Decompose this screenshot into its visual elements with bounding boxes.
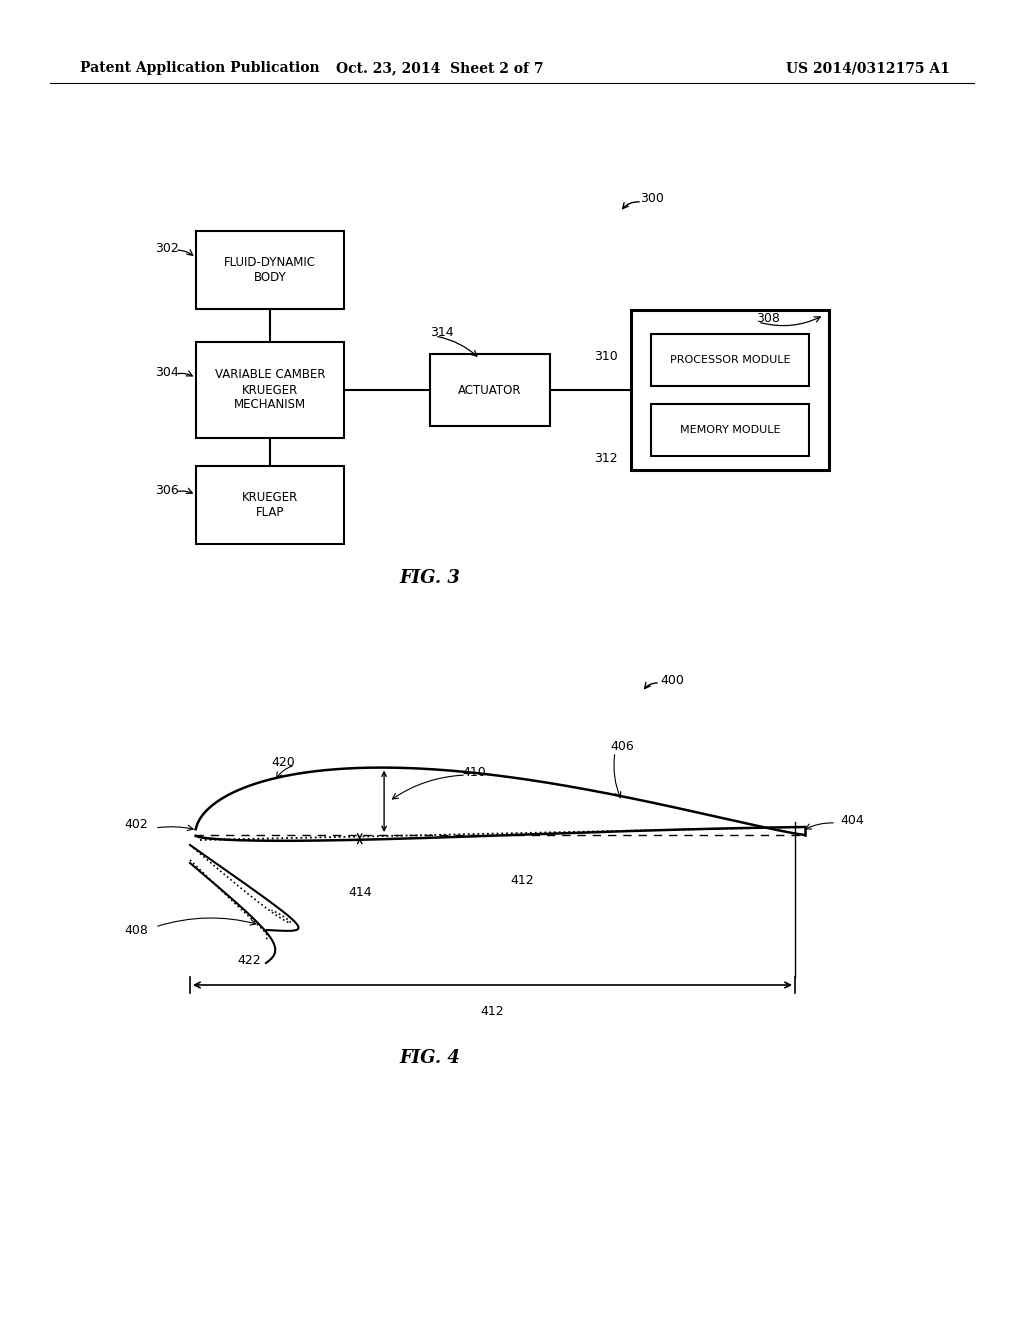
Text: 408: 408	[124, 924, 148, 936]
Text: 314: 314	[430, 326, 454, 338]
Text: 306: 306	[155, 483, 179, 496]
Text: 402: 402	[124, 818, 148, 832]
Text: VARIABLE CAMBER
KRUEGER
MECHANISM: VARIABLE CAMBER KRUEGER MECHANISM	[215, 368, 326, 412]
Text: 404: 404	[840, 813, 864, 826]
Text: 304: 304	[155, 366, 179, 379]
Bar	[196, 466, 344, 544]
Text: MEMORY MODULE: MEMORY MODULE	[680, 425, 780, 436]
Text: 422: 422	[237, 953, 261, 966]
Text: 412: 412	[510, 874, 534, 887]
Text: 410: 410	[462, 766, 485, 779]
Bar	[196, 231, 344, 309]
Bar	[651, 404, 809, 455]
Text: Oct. 23, 2014  Sheet 2 of 7: Oct. 23, 2014 Sheet 2 of 7	[336, 61, 544, 75]
Text: 400: 400	[660, 673, 684, 686]
Text: ACTUATOR: ACTUATOR	[459, 384, 522, 396]
Text: PROCESSOR MODULE: PROCESSOR MODULE	[670, 355, 791, 366]
Text: 312: 312	[594, 451, 618, 465]
Text: 412: 412	[480, 1005, 504, 1018]
Text: KRUEGER
FLAP: KRUEGER FLAP	[242, 491, 298, 519]
Text: 308: 308	[756, 312, 780, 325]
Text: 414: 414	[348, 887, 372, 899]
Text: Patent Application Publication: Patent Application Publication	[80, 61, 319, 75]
Text: 302: 302	[155, 242, 179, 255]
Text: FIG. 3: FIG. 3	[399, 569, 461, 587]
Text: 406: 406	[610, 741, 634, 754]
Text: 310: 310	[594, 350, 618, 363]
Text: US 2014/0312175 A1: US 2014/0312175 A1	[786, 61, 950, 75]
Text: FLUID-DYNAMIC
BODY: FLUID-DYNAMIC BODY	[224, 256, 316, 284]
Text: 420: 420	[271, 755, 295, 768]
Bar	[651, 334, 809, 385]
Bar	[430, 354, 550, 426]
Bar	[196, 342, 344, 438]
Text: 300: 300	[640, 191, 664, 205]
Bar	[631, 310, 829, 470]
Text: FIG. 4: FIG. 4	[399, 1049, 461, 1067]
